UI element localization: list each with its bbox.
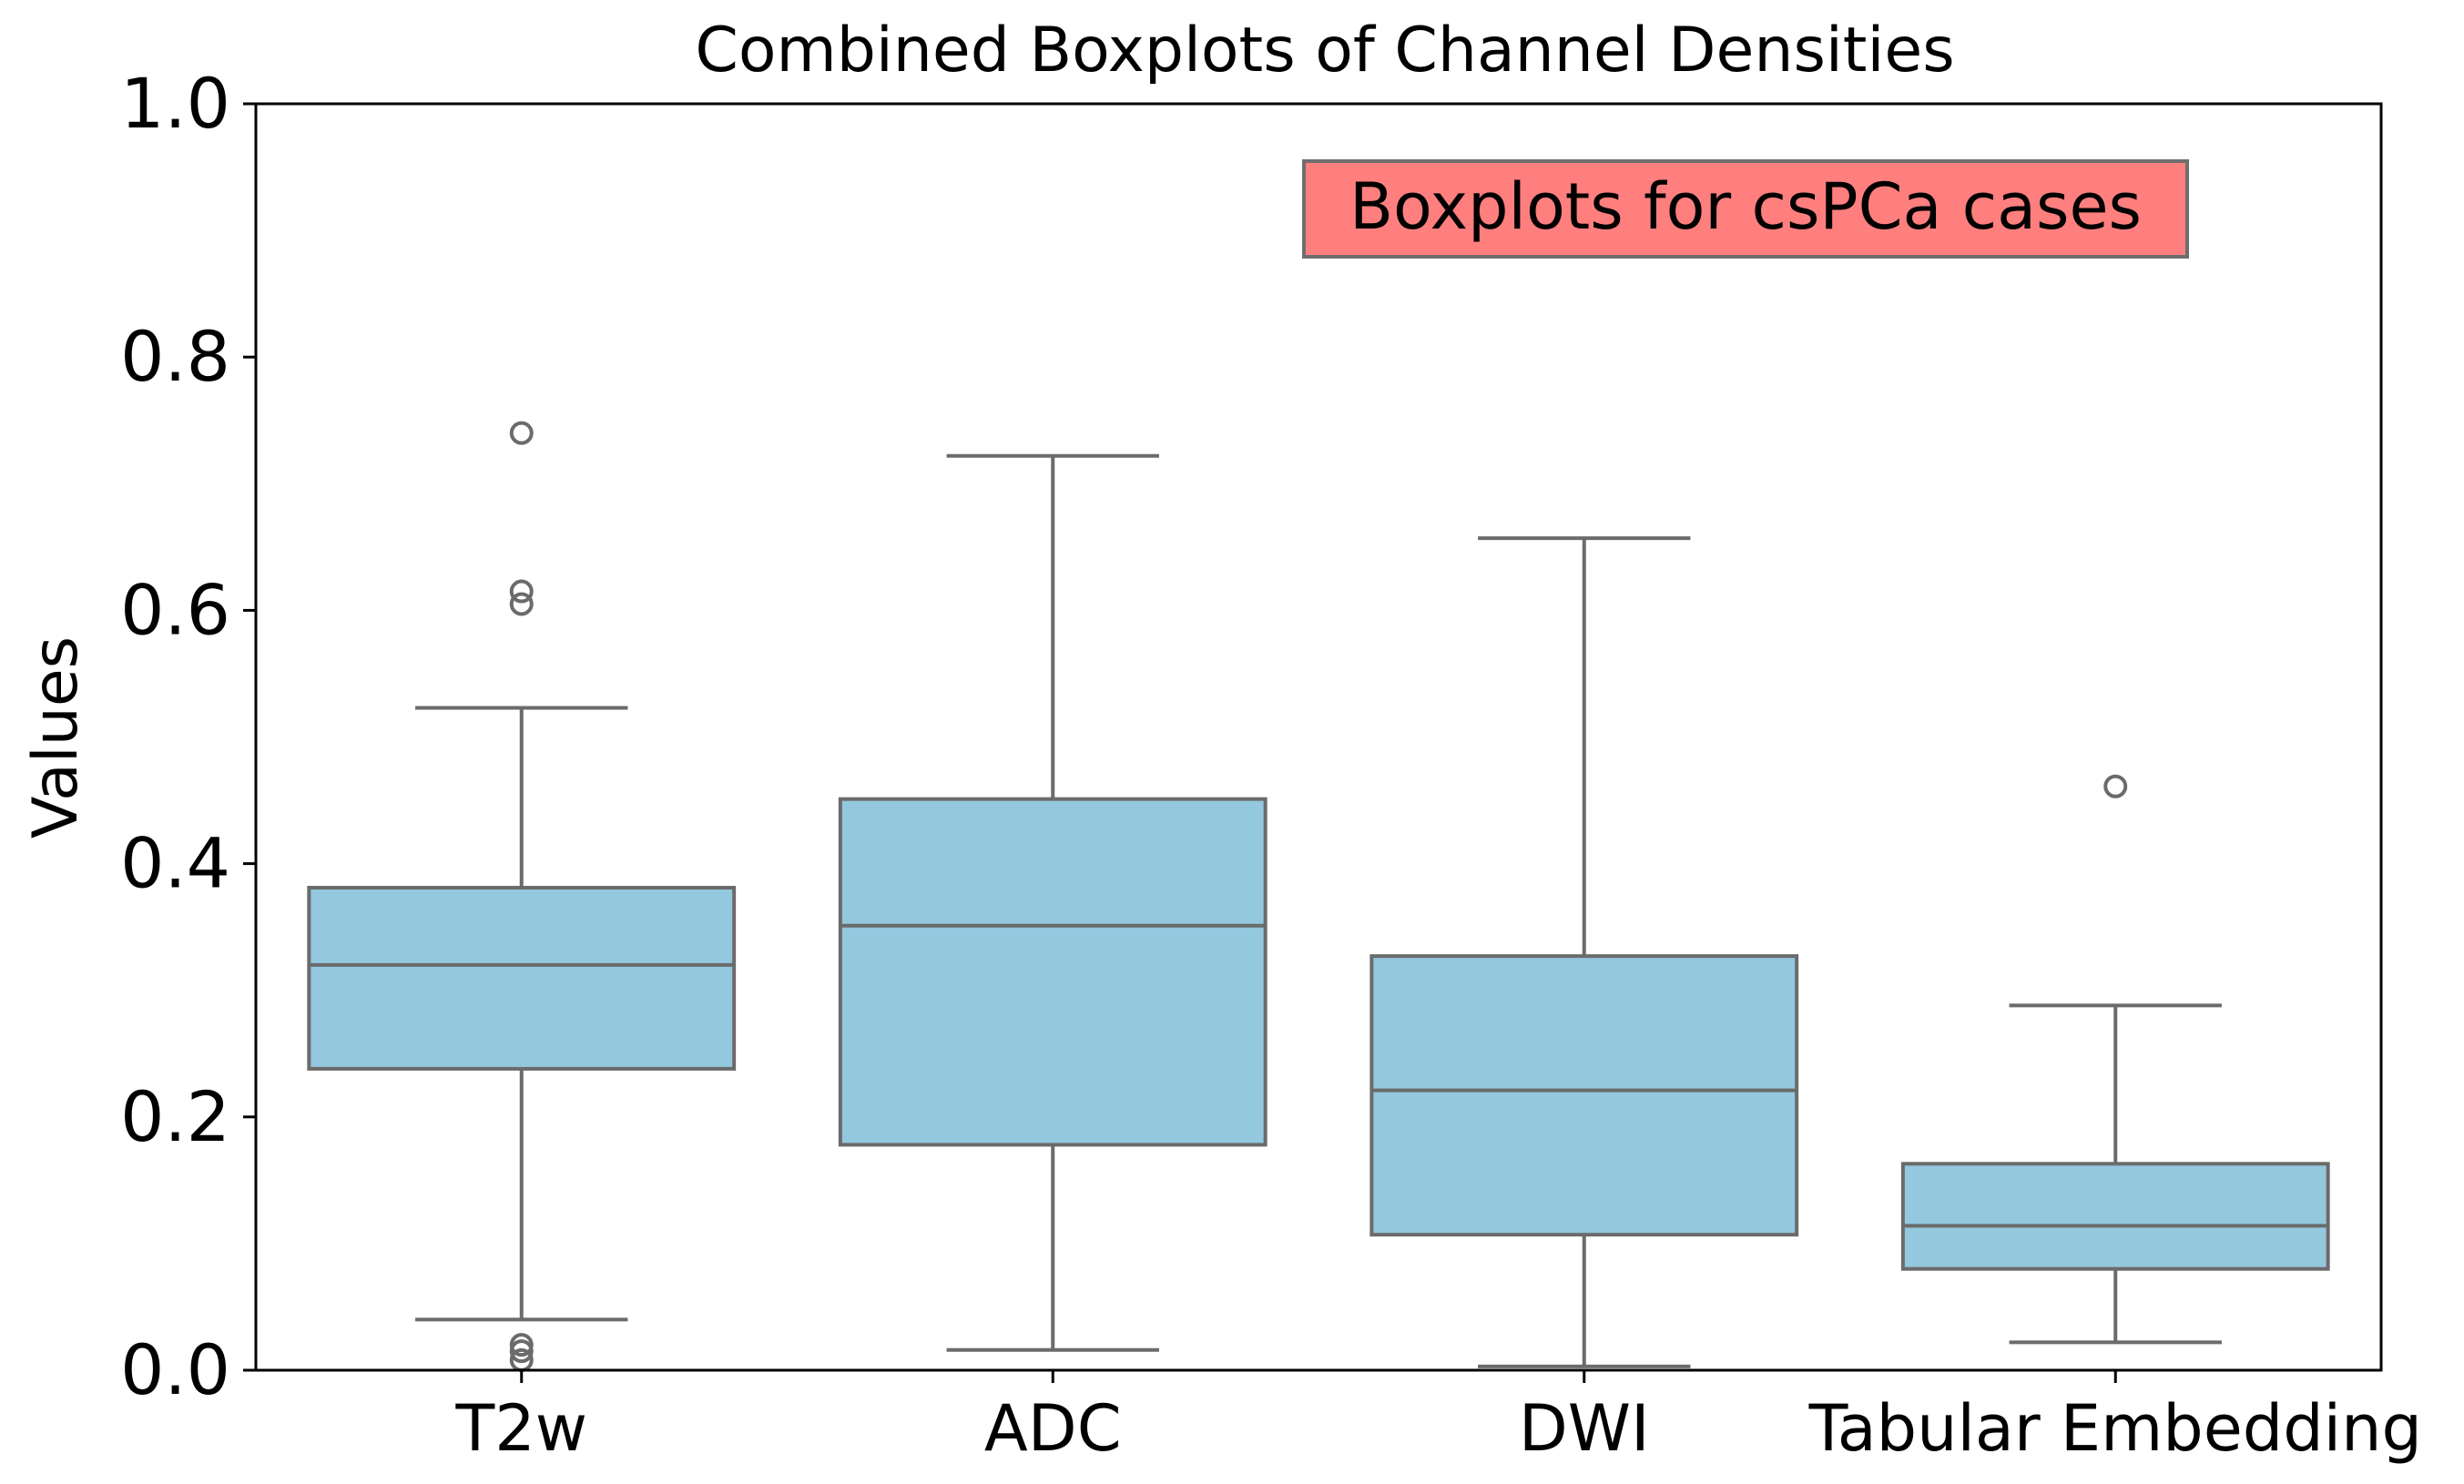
outlier-point: [509, 592, 534, 616]
chart-title: Combined Boxplots of Channel Densities: [695, 15, 1954, 86]
x-tick-label: T2w: [454, 1391, 587, 1466]
outlier-point: [2103, 774, 2128, 798]
y-tick-label: 0.8: [120, 316, 230, 397]
y-axis-label: Values: [20, 636, 92, 839]
y-tick-label: 0.4: [120, 823, 230, 904]
x-tick-label: DWI: [1519, 1391, 1650, 1466]
y-tick-label: 1.0: [120, 63, 230, 144]
x-tick-label: Tabular Embedding: [1808, 1391, 2422, 1466]
y-tick-label: 0.2: [120, 1076, 230, 1157]
outlier-point: [509, 579, 534, 604]
y-tick-label: 0.0: [120, 1329, 230, 1410]
box-iqr: [307, 886, 737, 1071]
outlier-point: [509, 1339, 534, 1364]
box-iqr: [1369, 954, 1799, 1237]
plot-area: 0.0 0.2 0.4 0.6 0.8 1.0 T2w ADC DWI Tabular Embed…: [120, 63, 2422, 1466]
annotation-background: [1302, 159, 2189, 259]
y-tick-label: 0.6: [120, 569, 230, 650]
box-group: [307, 421, 737, 1372]
outlier-point: [509, 421, 534, 445]
annotation-box: Boxplots for csPCa cases: [1302, 159, 2189, 259]
box-group: [1369, 536, 1799, 1368]
plot-frame: [254, 102, 2383, 1372]
box-group: [838, 453, 1268, 1352]
x-tick-label: ADC: [984, 1391, 1122, 1466]
annotation-text: Boxplots for csPCa cases: [1349, 169, 2142, 244]
box-iqr: [1900, 1162, 2330, 1271]
box-iqr: [838, 797, 1268, 1147]
box-group: [1900, 774, 2330, 1345]
outlier-point: [509, 1333, 534, 1357]
